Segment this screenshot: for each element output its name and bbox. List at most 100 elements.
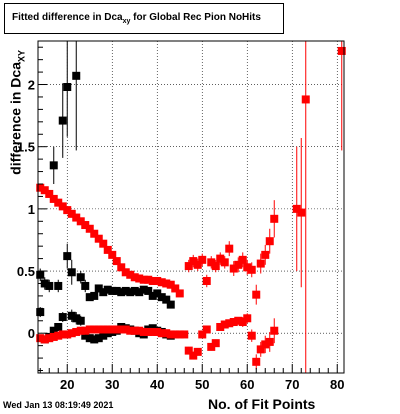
data-point <box>157 278 166 287</box>
data-point <box>58 313 67 322</box>
data-point <box>117 325 126 334</box>
data-point <box>189 351 198 360</box>
data-point <box>85 224 94 233</box>
data-point <box>139 327 148 336</box>
data-point <box>135 274 144 283</box>
data-point <box>63 83 72 92</box>
data-point <box>265 237 274 246</box>
data-point <box>90 325 99 334</box>
data-point <box>193 260 202 269</box>
data-point <box>54 322 63 331</box>
data-point <box>112 325 121 334</box>
data-point <box>189 257 198 266</box>
x-axis-label: No. of Fit Points <box>208 396 316 412</box>
data-point <box>67 329 76 338</box>
data-point <box>225 319 234 328</box>
data-point <box>108 250 117 259</box>
data-point <box>112 286 121 295</box>
data-point <box>121 325 130 334</box>
data-point <box>45 334 54 343</box>
data-point <box>126 270 135 279</box>
y-tick-label: 1 <box>28 202 35 217</box>
data-point <box>112 257 121 266</box>
timestamp: Wed Jan 13 08:19:49 2021 <box>3 400 114 410</box>
chart-title-subscript: xy <box>122 18 131 25</box>
data-point <box>153 327 162 336</box>
data-point <box>76 316 85 325</box>
data-point <box>135 326 144 335</box>
data-point <box>211 262 220 271</box>
data-point <box>49 332 58 341</box>
data-point <box>99 239 108 248</box>
data-point <box>207 258 216 267</box>
data-point <box>103 285 112 294</box>
data-point <box>234 316 243 325</box>
data-point <box>130 286 139 295</box>
data-point <box>229 318 238 327</box>
data-point <box>148 276 157 285</box>
y-tick-label: 2 <box>28 78 35 93</box>
y-tick-label: 0.5 <box>17 264 35 279</box>
data-point <box>36 270 45 279</box>
data-point <box>166 280 175 289</box>
data-point <box>144 286 153 295</box>
data-point <box>126 288 135 297</box>
data-point <box>207 342 216 351</box>
data-point <box>270 214 279 223</box>
x-tick-label: 50 <box>195 377 209 392</box>
data-point <box>76 326 85 335</box>
data-point <box>36 183 45 192</box>
data-point <box>36 308 45 317</box>
data-point <box>76 217 85 226</box>
data-point <box>72 71 81 80</box>
data-point <box>94 284 103 293</box>
data-point <box>58 202 67 211</box>
x-tick-label: 30 <box>105 377 119 392</box>
data-point <box>99 325 108 334</box>
data-point <box>94 334 103 343</box>
data-point <box>198 255 207 264</box>
data-point <box>81 326 90 335</box>
data-point <box>238 255 247 264</box>
data-point <box>85 325 94 334</box>
data-point <box>211 339 220 348</box>
x-tick-label: 70 <box>285 377 299 392</box>
data-point <box>72 327 81 336</box>
data-point <box>157 329 166 338</box>
data-point <box>153 289 162 298</box>
y-axis-label-main: difference in Dca <box>7 61 24 175</box>
data-point <box>63 206 72 215</box>
data-point <box>54 198 63 207</box>
data-point <box>72 314 81 323</box>
data-point <box>54 281 63 290</box>
data-point <box>220 320 229 329</box>
data-point <box>81 221 90 230</box>
y-axis-label-subscript: XY <box>16 49 27 62</box>
data-point <box>58 116 67 125</box>
data-point <box>265 337 274 346</box>
data-point <box>234 260 243 269</box>
data-point <box>166 330 175 339</box>
data-point <box>256 345 265 354</box>
data-point <box>162 279 171 288</box>
data-point <box>126 326 135 335</box>
data-point <box>175 330 184 339</box>
data-point <box>103 245 112 254</box>
data-point <box>261 250 270 259</box>
data-point <box>337 46 346 55</box>
data-point <box>94 234 103 243</box>
data-point <box>135 288 144 297</box>
data-point <box>45 189 54 198</box>
data-point <box>243 314 252 323</box>
data-point <box>67 209 76 218</box>
data-point <box>40 279 49 288</box>
data-point <box>193 347 202 356</box>
data-point <box>180 330 189 339</box>
data-point <box>301 95 310 104</box>
data-point <box>67 268 76 277</box>
data-point <box>121 286 130 295</box>
data-point <box>63 252 72 261</box>
data-point <box>76 273 85 282</box>
data-point <box>81 281 90 290</box>
